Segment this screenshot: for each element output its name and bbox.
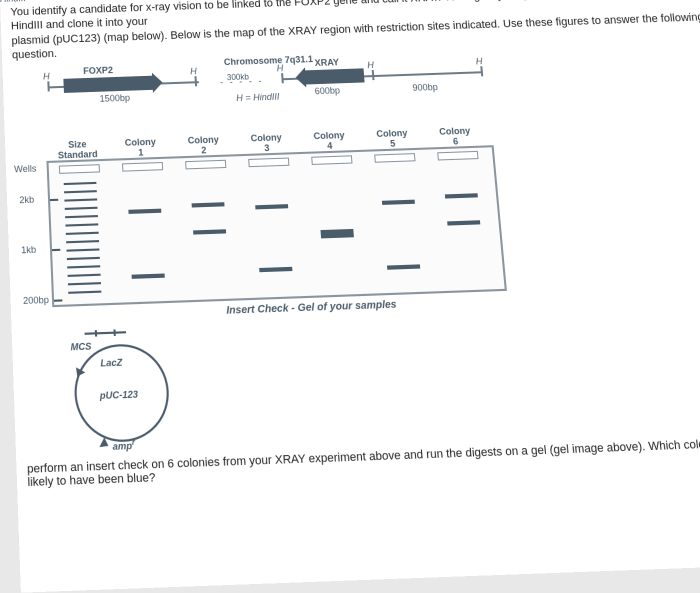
dist-600: 600bp xyxy=(314,86,340,97)
h-mark-3: H xyxy=(276,63,283,73)
amp-label: ampr xyxy=(112,437,135,452)
gel-lane xyxy=(183,157,236,300)
colony-label: Colony3 xyxy=(234,132,298,155)
ladder-tick-label: 200bp xyxy=(23,295,49,307)
enzyme-legend: H = HindIII xyxy=(236,92,280,104)
foxp2-label: FOXP2 xyxy=(83,65,113,76)
colony-label: Colony2 xyxy=(172,134,236,157)
gel-section: Size Standard Colony1Colony2Colony3Colon… xyxy=(46,116,700,323)
colony-label: Colony1 xyxy=(109,136,173,159)
foxp2-arrow xyxy=(63,76,154,93)
gel-lane xyxy=(435,148,492,291)
lacz-label: LacZ xyxy=(100,357,122,369)
ladder-tick-label: 2kb xyxy=(19,195,34,206)
gel-lane xyxy=(372,150,428,293)
ladder-tick-label: 1kb xyxy=(21,245,36,256)
ladder-lane xyxy=(57,161,108,305)
plasmid-name: pUC-123 xyxy=(100,389,139,401)
tick xyxy=(195,76,198,86)
gel-lane xyxy=(120,159,172,303)
gel-lane xyxy=(246,155,300,298)
colony-label: Colony5 xyxy=(360,127,425,150)
gel-box xyxy=(46,145,506,307)
plasmid-map: MCS LacZ pUC-123 ampr xyxy=(64,332,185,455)
h-mark-2: H xyxy=(190,66,197,76)
plasmid-section: HindIII MCS LacZ pUC-123 ampr xyxy=(64,308,700,455)
h-mark-1: H xyxy=(43,71,50,81)
dist-300kb: 300kb xyxy=(227,73,250,83)
chrom-title: Chromosome 7q31.1 xyxy=(224,54,314,67)
ring-arrow-2 xyxy=(99,438,110,451)
xray-arrow xyxy=(303,69,364,85)
dist-900: 900bp xyxy=(412,82,438,93)
hind-label: HindIII xyxy=(0,0,26,4)
std-col-label: Size Standard xyxy=(46,138,110,161)
xray-label: XRAY xyxy=(314,57,339,68)
mcs-label: MCS xyxy=(70,341,91,352)
colony-label: Colony6 xyxy=(423,125,488,148)
page: You identify a candidate for x-ray visio… xyxy=(0,0,700,593)
dist-1500: 1500bp xyxy=(99,93,130,104)
wells-label: Wells xyxy=(14,164,37,175)
colony-label: Colony4 xyxy=(297,130,361,153)
tick xyxy=(372,70,375,80)
h-mark-5: H xyxy=(475,56,482,66)
tick xyxy=(480,66,483,76)
h-mark-4: H xyxy=(367,60,374,70)
gel-lane xyxy=(309,152,364,295)
